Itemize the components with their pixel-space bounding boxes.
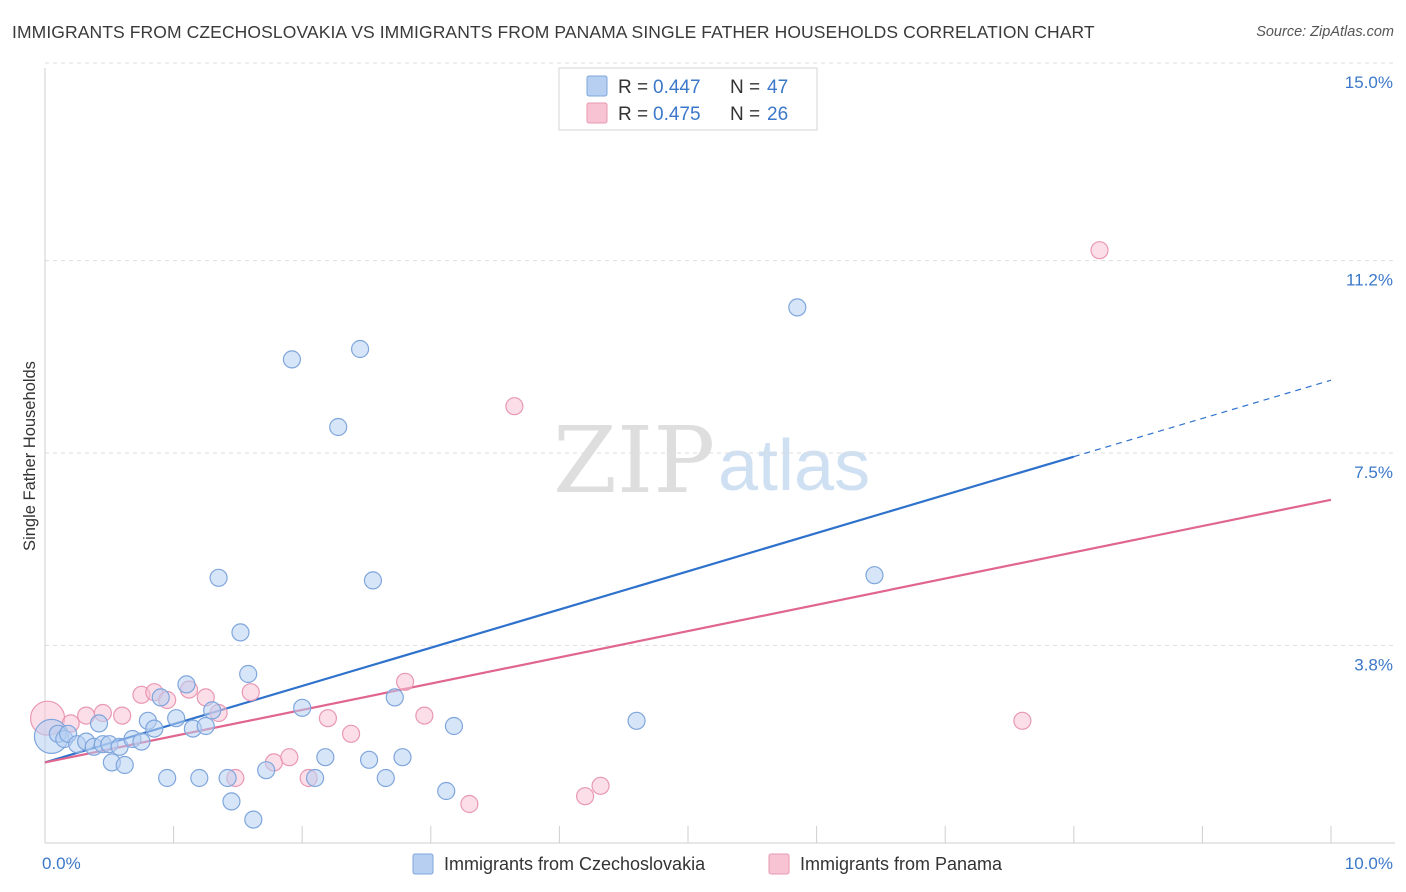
x-tick-label-0: 0.0% bbox=[42, 854, 81, 873]
data-points bbox=[29, 241, 1109, 829]
point-blue-19 bbox=[167, 709, 186, 728]
point-blue-46 bbox=[788, 298, 807, 317]
stats-legend: R = 0.447 N = 47 R = 0.475 N = 26 bbox=[558, 67, 818, 131]
point-blue-7 bbox=[89, 714, 109, 733]
series-legend-swatch-panama bbox=[768, 853, 790, 875]
y-axis-label: Single Father Households bbox=[21, 361, 39, 551]
point-blue-41 bbox=[385, 688, 404, 707]
point-blue-20 bbox=[177, 675, 196, 694]
point-pink-23 bbox=[591, 776, 610, 795]
series-legend-swatch-czechoslovakia bbox=[412, 853, 434, 875]
y-tick-label-3: 15.0% bbox=[1345, 73, 1393, 92]
point-pink-19 bbox=[415, 706, 434, 725]
legend-r-label-2: R = bbox=[618, 104, 648, 125]
point-pink-20 bbox=[460, 794, 479, 814]
point-pink-24 bbox=[1013, 711, 1032, 730]
point-pink-21 bbox=[505, 397, 524, 416]
legend-n-value-2: 26 bbox=[767, 104, 788, 125]
point-blue-25 bbox=[209, 568, 228, 587]
legend-swatch-pink bbox=[586, 102, 608, 124]
point-blue-22 bbox=[190, 768, 209, 788]
point-blue-28 bbox=[231, 623, 250, 642]
x-tick-label-1: 10.0% bbox=[1345, 854, 1393, 873]
watermark: ZIP atlas bbox=[553, 407, 870, 514]
gridlines bbox=[45, 62, 1395, 646]
point-blue-18 bbox=[158, 768, 177, 788]
point-blue-36 bbox=[329, 417, 348, 437]
y-tick-label-1: 7.5% bbox=[1354, 463, 1393, 482]
series-legend-label-czechoslovakia: Immigrants from Czechoslovakia bbox=[444, 854, 706, 874]
axis-ticks: 3.8% 7.5% 11.2% 15.0% 0.0% 10.0% bbox=[42, 73, 1393, 873]
point-blue-33 bbox=[293, 698, 312, 717]
source-credit: Source: ZipAtlas.com bbox=[1256, 24, 1394, 40]
point-blue-43 bbox=[437, 781, 456, 801]
point-pink-12 bbox=[241, 683, 260, 702]
y-tick-label-2: 11.2% bbox=[1346, 271, 1393, 290]
point-pink-17 bbox=[341, 724, 361, 743]
point-blue-38 bbox=[359, 750, 379, 769]
watermark-zip: ZIP bbox=[553, 407, 715, 514]
point-blue-26 bbox=[218, 768, 237, 788]
point-blue-29 bbox=[239, 664, 258, 684]
point-blue-45 bbox=[627, 711, 646, 730]
point-blue-30 bbox=[244, 810, 263, 829]
legend-n-label-2: N = bbox=[730, 104, 760, 125]
y-tick-label-0: 3.8% bbox=[1354, 655, 1393, 674]
point-blue-27 bbox=[222, 792, 241, 811]
legend-r-value-1: 0.447 bbox=[653, 77, 701, 98]
point-blue-12 bbox=[115, 755, 134, 775]
legend-r-label-1: R = bbox=[618, 77, 648, 98]
trend-line-extension-blue bbox=[1073, 379, 1332, 458]
point-blue-14 bbox=[132, 732, 151, 751]
point-pink-18 bbox=[395, 672, 415, 691]
point-blue-31 bbox=[257, 761, 276, 780]
point-blue-17 bbox=[151, 688, 170, 707]
point-blue-24 bbox=[203, 701, 222, 720]
point-pink-4 bbox=[113, 706, 132, 725]
legend-swatch-blue bbox=[586, 75, 608, 97]
point-blue-40 bbox=[376, 768, 395, 788]
point-pink-14 bbox=[280, 748, 299, 767]
point-pink-22 bbox=[576, 787, 595, 806]
point-blue-44 bbox=[444, 716, 464, 736]
point-blue-32 bbox=[282, 350, 302, 369]
point-blue-37 bbox=[350, 339, 370, 359]
series-legend: Immigrants from Czechoslovakia Immigrant… bbox=[412, 853, 1003, 875]
chart-title: IMMIGRANTS FROM CZECHOSLOVAKIA VS IMMIGR… bbox=[12, 22, 1095, 42]
point-blue-16 bbox=[145, 719, 164, 738]
watermark-atlas: atlas bbox=[718, 426, 870, 506]
legend-n-value-1: 47 bbox=[767, 77, 788, 98]
point-blue-39 bbox=[363, 571, 383, 590]
point-blue-35 bbox=[316, 748, 335, 767]
point-blue-47 bbox=[865, 566, 884, 585]
point-blue-34 bbox=[305, 768, 325, 788]
series-legend-label-panama: Immigrants from Panama bbox=[800, 854, 1003, 874]
point-blue-42 bbox=[393, 748, 412, 767]
point-pink-25 bbox=[1090, 241, 1109, 260]
trend-line-pink bbox=[44, 498, 1332, 764]
point-pink-16 bbox=[318, 709, 338, 728]
legend-r-value-2: 0.475 bbox=[653, 104, 701, 125]
point-blue-23 bbox=[196, 716, 215, 736]
legend-n-label-1: N = bbox=[730, 77, 760, 98]
